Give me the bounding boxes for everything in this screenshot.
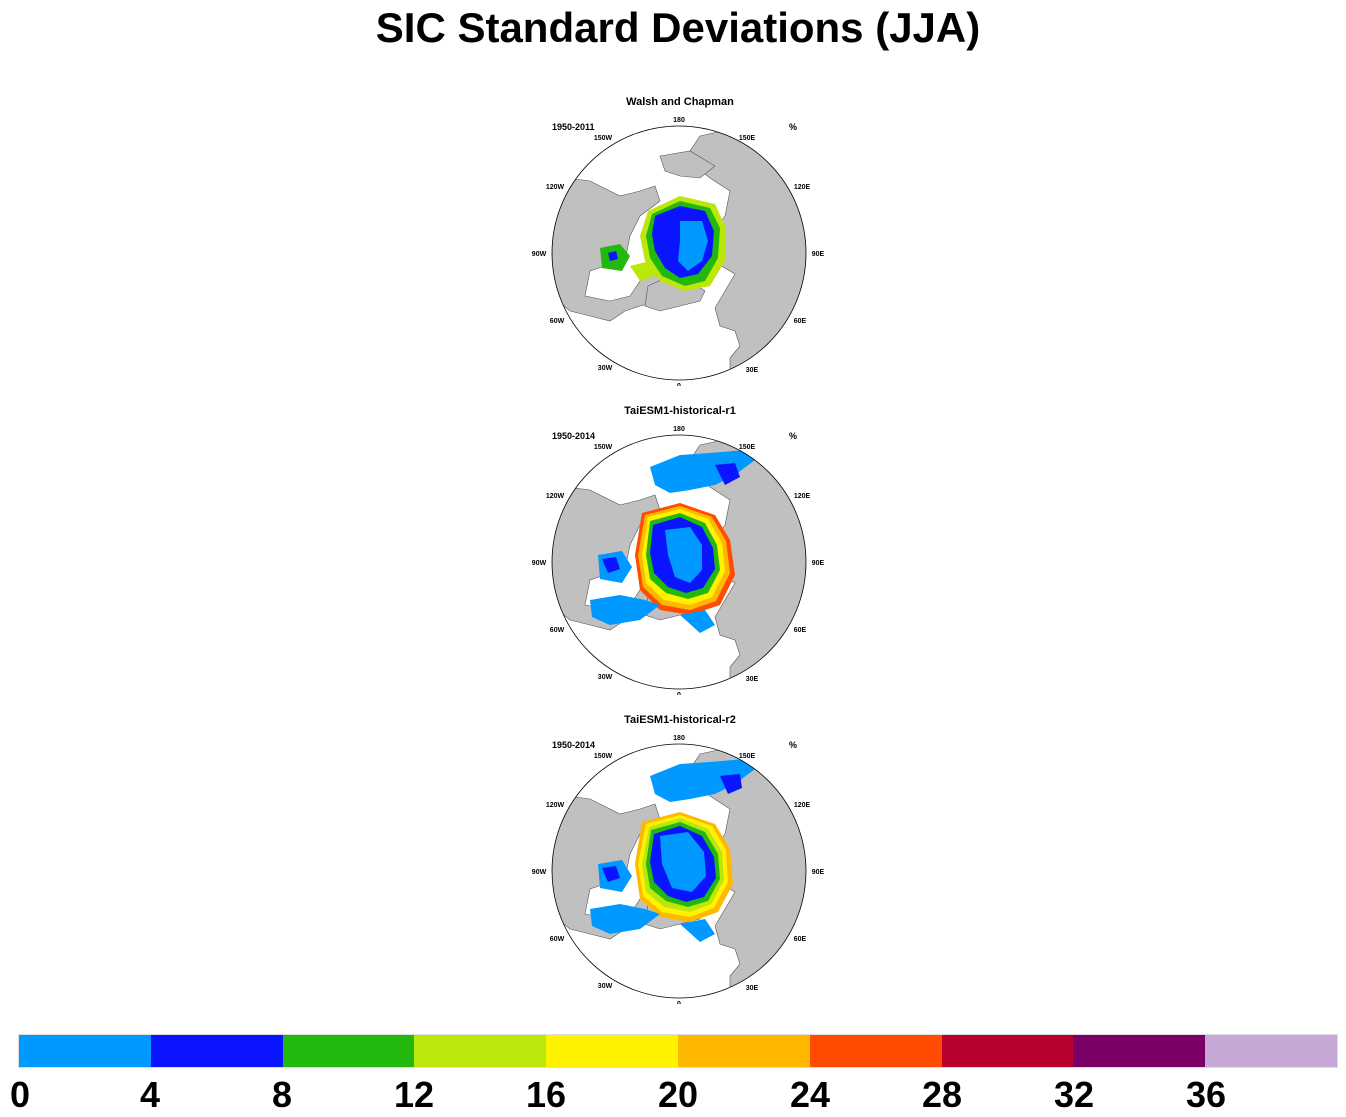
land-eurasia (679, 126, 806, 380)
colorbar-box (414, 1035, 547, 1067)
colorbar-tick-label: 20 (657, 1074, 699, 1115)
lon-label-90w: 90W (532, 560, 547, 567)
lon-label-30e: 30E (746, 676, 759, 683)
panel-years: 1950-2011 (552, 122, 595, 132)
polar-map-3: 180 150E 120E 90E 60E 30E 0 30W 60W 90W … (532, 735, 825, 1004)
sic-hudson-bay-core (602, 866, 620, 882)
lon-label-90w: 90W (532, 869, 547, 876)
lon-label-60e: 60E (794, 936, 807, 943)
colorbar (18, 1034, 1338, 1068)
lon-label-120w: 120W (546, 184, 565, 191)
sic-bering-sea (650, 759, 755, 802)
colorbar-box (546, 1035, 678, 1067)
lon-label-150e: 150E (739, 444, 756, 451)
colorbar-box (941, 1035, 1074, 1067)
lon-label-0: 0 (677, 692, 681, 695)
panel-units: % (789, 431, 798, 441)
lon-label-150e: 150E (739, 135, 756, 142)
lon-label-0: 0 (677, 1001, 681, 1004)
lon-label-90e: 90E (812, 560, 825, 567)
sic-bering-core (720, 774, 742, 794)
polar-map-1: 180 150E 120E 90E 60E 30E 0 30W 60W 90W … (532, 117, 825, 386)
sic-greenland-sea (680, 610, 715, 633)
colorbar-box (282, 1035, 415, 1067)
panel-title: Walsh and Chapman (626, 96, 734, 108)
lon-label-90e: 90E (812, 251, 825, 258)
lon-label-120w: 120W (546, 802, 565, 809)
colorbar-box (1205, 1035, 1337, 1067)
colorbar-tick-label: 8 (271, 1074, 293, 1115)
lon-label-30e: 30E (746, 985, 759, 992)
lon-label-120e: 120E (794, 493, 811, 500)
lon-label-120e: 120E (794, 802, 811, 809)
map-panel-taiesm1-r2: TaiESM1-historical-r2 1950-2014 % 180 15… (530, 714, 830, 1004)
panel-years: 1950-2014 (552, 431, 596, 441)
land-eurasia (679, 744, 806, 998)
lon-label-180: 180 (673, 117, 685, 124)
sic-bering-sea (650, 450, 755, 493)
land-siberia-east (659, 150, 716, 179)
sic-band-0-4 (678, 221, 708, 271)
map-boundary (551, 125, 807, 381)
sic-hudson-bay-core (602, 557, 620, 573)
map-panel-taiesm1-r1: TaiESM1-historical-r1 1950-2014 % 180 15… (530, 405, 830, 695)
lon-label-60w: 60W (550, 936, 565, 943)
map-boundary (551, 743, 807, 999)
colorbar-box (19, 1035, 151, 1067)
panel-units: % (789, 122, 798, 132)
lon-label-150e: 150E (739, 753, 756, 760)
lon-label-90w: 90W (532, 251, 547, 258)
polar-map-2: 180 150E 120E 90E 60E 30E 0 30W 60W 90W … (532, 426, 825, 695)
sic-band-0-4 (660, 832, 706, 892)
land-eurasia (679, 435, 806, 689)
lon-label-180: 180 (673, 735, 685, 742)
colorbar-tick-label: 4 (139, 1074, 161, 1115)
colorbar-tick-label: 28 (921, 1074, 963, 1115)
colorbar-tick-label: 32 (1053, 1074, 1095, 1115)
lon-label-30w: 30W (598, 983, 613, 990)
lon-label-180: 180 (673, 426, 685, 433)
panel-units: % (789, 740, 798, 750)
colorbar-box (677, 1035, 810, 1067)
colorbar-tick-label: 24 (789, 1074, 831, 1115)
lon-label-90e: 90E (812, 869, 825, 876)
lon-label-60w: 60W (550, 627, 565, 634)
lon-label-150w: 150W (594, 444, 613, 451)
panel-years: 1950-2014 (552, 740, 596, 750)
lon-label-30w: 30W (598, 365, 613, 372)
map-boundary (551, 434, 807, 690)
lon-label-120e: 120E (794, 184, 811, 191)
lon-label-150w: 150W (594, 135, 613, 142)
figure-title: SIC Standard Deviations (JJA) (375, 4, 981, 51)
colorbar-tick-label: 0 (9, 1074, 31, 1115)
lon-label-150w: 150W (594, 753, 613, 760)
panel-title: TaiESM1-historical-r2 (624, 714, 736, 726)
lon-label-0: 0 (677, 383, 681, 386)
lon-label-120w: 120W (546, 493, 565, 500)
sic-greenland-sea (680, 919, 715, 942)
colorbar-box (1073, 1035, 1206, 1067)
colorbar-tick-label: 36 (1185, 1074, 1227, 1115)
sic-labrador-sea (590, 595, 660, 625)
sic-hudson-bay-core (608, 251, 618, 261)
colorbar-tick-label: 16 (525, 1074, 567, 1115)
lon-label-60w: 60W (550, 318, 565, 325)
lon-label-30e: 30E (746, 367, 759, 374)
sic-baffin-bay (630, 261, 655, 281)
lon-label-30w: 30W (598, 674, 613, 681)
lon-label-60e: 60E (794, 627, 807, 634)
sic-band-0-4 (665, 527, 702, 583)
panel-title: TaiESM1-historical-r1 (624, 405, 736, 417)
sic-labrador-sea (590, 904, 660, 934)
lon-label-60e: 60E (794, 318, 807, 325)
sic-bering-core (715, 463, 740, 485)
map-panel-walsh-chapman: Walsh and Chapman 1950-2011 % 180 150E 1… (530, 96, 830, 386)
colorbar-box (150, 1035, 283, 1067)
colorbar-box (809, 1035, 942, 1067)
colorbar-tick-label: 12 (393, 1074, 435, 1115)
